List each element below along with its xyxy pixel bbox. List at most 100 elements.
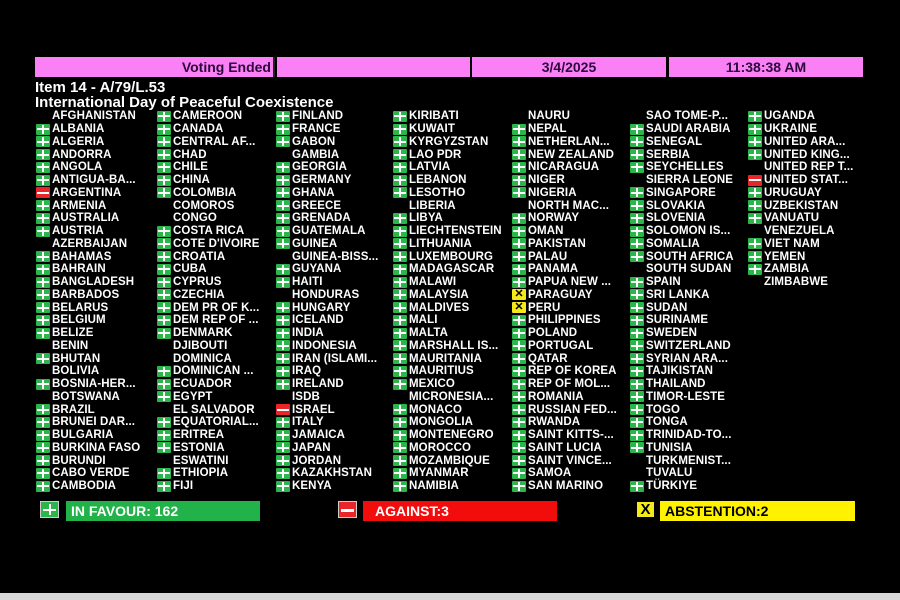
country-row: ARGENTINA bbox=[36, 187, 140, 200]
yes-plus-icon bbox=[276, 455, 290, 467]
country-row: ERITREA bbox=[157, 429, 259, 442]
yes-plus-icon bbox=[630, 327, 644, 339]
yes-plus-icon bbox=[157, 161, 171, 173]
yes-plus-icon bbox=[157, 123, 171, 135]
country-name: TÜRKIYE bbox=[646, 480, 698, 493]
country-name: AZERBAIJAN bbox=[52, 237, 128, 250]
country-row: ROMANIA bbox=[512, 391, 617, 404]
yes-plus-icon bbox=[36, 404, 50, 416]
country-row: BARBADOS bbox=[36, 289, 140, 302]
country-name: LIECHTENSTEIN bbox=[409, 225, 502, 238]
country-row: UZBEKISTAN bbox=[748, 199, 853, 212]
country-row: GABON bbox=[276, 136, 378, 149]
yes-plus-icon bbox=[630, 200, 644, 212]
country-name: BELGIUM bbox=[52, 314, 106, 327]
country-row: SAO TOME-P... bbox=[630, 110, 734, 123]
country-name: SLOVAKIA bbox=[646, 199, 706, 212]
yes-plus-icon bbox=[393, 327, 407, 339]
country-name: RWANDA bbox=[528, 416, 581, 429]
yes-plus-icon bbox=[276, 314, 290, 326]
country-row: AUSTRALIA bbox=[36, 212, 140, 225]
country-row: GUYANA bbox=[276, 263, 378, 276]
country-row: GUINEA-BISS... bbox=[276, 250, 378, 263]
country-name: BARBADOS bbox=[52, 288, 120, 301]
yes-plus-icon bbox=[512, 263, 526, 275]
country-name: UNITED REP T... bbox=[764, 161, 854, 174]
country-name: TONGA bbox=[646, 416, 688, 429]
yes-plus-icon bbox=[393, 480, 407, 492]
country-name: ANTIGUA-BA... bbox=[52, 174, 136, 187]
country-row: MONTENEGRO bbox=[393, 429, 502, 442]
country-row: JORDAN bbox=[276, 454, 378, 467]
country-name: IRELAND bbox=[292, 378, 344, 391]
yes-plus-icon bbox=[630, 480, 644, 492]
country-row: CONGO bbox=[157, 212, 259, 225]
country-name: SERBIA bbox=[646, 148, 691, 161]
no-vote-blank-icon bbox=[36, 366, 50, 377]
country-row: HONDURAS bbox=[276, 289, 378, 302]
no-vote-blank-icon bbox=[630, 111, 644, 122]
yes-plus-icon bbox=[512, 251, 526, 263]
country-name: BHUTAN bbox=[52, 352, 101, 365]
country-row: PARAGUAY bbox=[512, 289, 617, 302]
country-row: GREECE bbox=[276, 199, 378, 212]
yes-plus-icon bbox=[276, 263, 290, 275]
country-name: AFGHANISTAN bbox=[52, 110, 136, 123]
country-row: GHANA bbox=[276, 187, 378, 200]
yes-plus-icon bbox=[36, 455, 50, 467]
yes-plus-icon bbox=[36, 225, 50, 237]
country-name: UGANDA bbox=[764, 110, 816, 123]
country-row: SURINAME bbox=[630, 314, 734, 327]
country-name: EL SALVADOR bbox=[173, 403, 255, 416]
country-name: ARGENTINA bbox=[52, 186, 122, 199]
country-name: YEMEN bbox=[764, 250, 806, 263]
country-column: FINLAND FRANCE GABON GAMBIA GEORGIA GERMANY GH… bbox=[276, 110, 378, 493]
no-vote-blank-icon bbox=[393, 391, 407, 402]
country-row: DOMINICAN ... bbox=[157, 365, 259, 378]
country-row: ANTIGUA-BA... bbox=[36, 174, 140, 187]
country-name: NAURU bbox=[528, 110, 571, 123]
yes-plus-icon bbox=[512, 238, 526, 250]
country-name: SOUTH SUDAN bbox=[646, 263, 732, 276]
yes-plus-icon bbox=[512, 314, 526, 326]
country-name: PERU bbox=[528, 301, 561, 314]
country-row: KIRIBATI bbox=[393, 110, 502, 123]
yes-plus-icon bbox=[157, 442, 171, 454]
country-row: KYRGYZSTAN bbox=[393, 136, 502, 149]
country-name: VIET NAM bbox=[764, 237, 820, 250]
country-row: SRI LANKA bbox=[630, 289, 734, 302]
yes-plus-icon bbox=[157, 276, 171, 288]
country-name: MARSHALL IS... bbox=[409, 339, 499, 352]
country-name: SAINT KITTS-... bbox=[528, 429, 614, 442]
country-row: AUSTRIA bbox=[36, 225, 140, 238]
country-name: SENEGAL bbox=[646, 135, 703, 148]
vote-time: 11:38:38 AM bbox=[669, 57, 863, 77]
country-row: MOZAMBIQUE bbox=[393, 454, 502, 467]
yes-plus-icon bbox=[36, 467, 50, 479]
yes-plus-icon bbox=[36, 174, 50, 186]
no-vote-blank-icon bbox=[512, 111, 526, 122]
country-row: NAMIBIA bbox=[393, 480, 502, 493]
yes-plus-icon bbox=[630, 416, 644, 428]
country-row: REP OF MOL... bbox=[512, 378, 617, 391]
country-name: GHANA bbox=[292, 186, 335, 199]
no-vote-blank-icon bbox=[157, 353, 171, 364]
country-name: DOMINICAN ... bbox=[173, 365, 254, 378]
country-name: REP OF MOL... bbox=[528, 378, 611, 391]
country-name: SAINT LUCIA bbox=[528, 441, 602, 454]
country-row: MAURITIUS bbox=[393, 365, 502, 378]
yes-plus-icon bbox=[157, 174, 171, 186]
country-name: BRAZIL bbox=[52, 403, 95, 416]
yes-plus-icon bbox=[512, 225, 526, 237]
country-name: OMAN bbox=[528, 225, 564, 238]
country-row: FINLAND bbox=[276, 110, 378, 123]
no-vote-blank-icon bbox=[748, 226, 762, 237]
country-name: KIRIBATI bbox=[409, 110, 459, 123]
yes-plus-icon bbox=[393, 212, 407, 224]
country-name: JAMAICA bbox=[292, 429, 346, 442]
country-row: SOMALIA bbox=[630, 238, 734, 251]
country-row: JAPAN bbox=[276, 442, 378, 455]
yes-plus-icon bbox=[276, 187, 290, 199]
yes-plus-icon bbox=[630, 391, 644, 403]
country-name: BAHRAIN bbox=[52, 263, 106, 276]
